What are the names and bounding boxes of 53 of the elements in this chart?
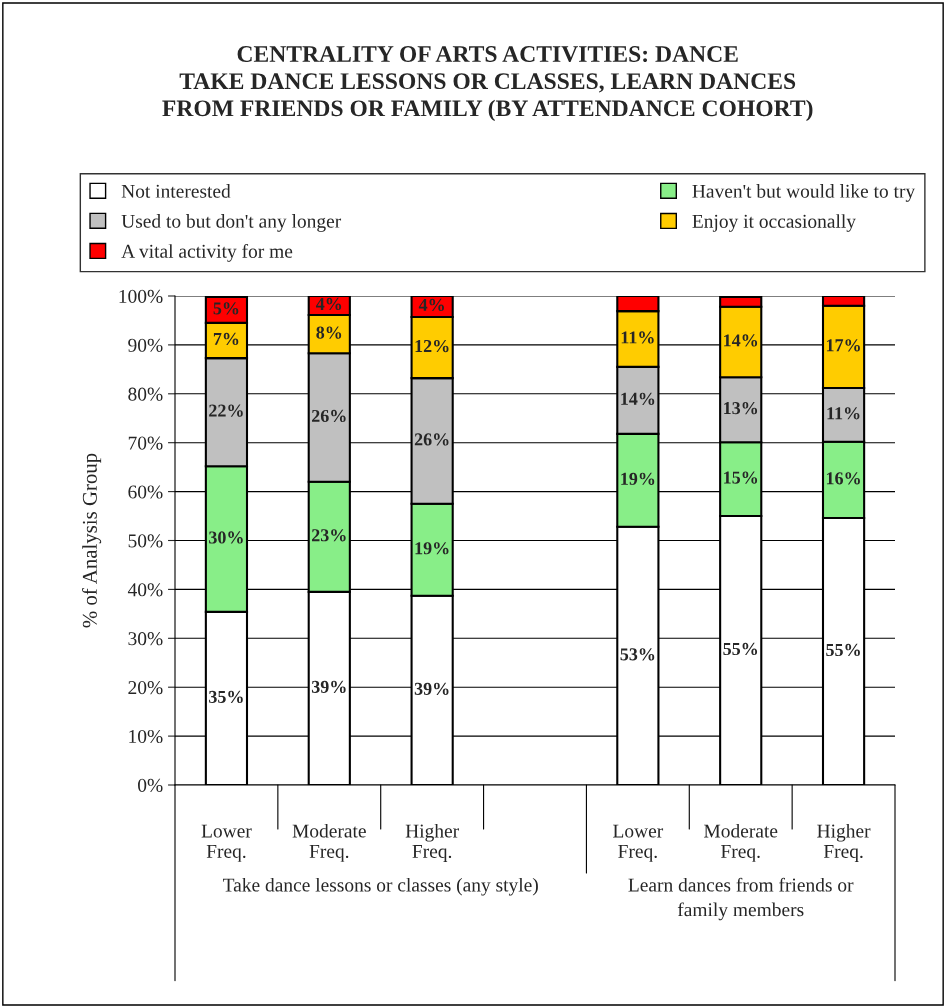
y-tick-label: 40%: [127, 583, 163, 597]
data-label: 14%: [724, 334, 758, 347]
data-label: 17%: [826, 339, 860, 352]
x-tick-label: Lower Freq.: [201, 824, 252, 862]
x-tick-label: Moderate Freq.: [704, 823, 778, 862]
data-label: 13%: [724, 402, 758, 415]
legend-label: Enjoy it occasionally: [692, 214, 856, 232]
data-label: 19%: [621, 472, 655, 485]
x-tick-label: Lower Freq.: [613, 824, 664, 862]
data-label: 26%: [414, 433, 449, 446]
y-tick-label: 20%: [128, 681, 163, 695]
data-label: 8%: [316, 326, 342, 339]
data-label: 55%: [826, 643, 860, 657]
text: Learn dances from friends or family members: [628, 877, 854, 921]
data-label: 26%: [311, 409, 346, 423]
data-label: 14%: [621, 392, 655, 405]
data-label: 22%: [209, 404, 243, 417]
data-label: 39%: [311, 680, 346, 693]
legend-label: Used to but don't any longer: [121, 214, 342, 232]
data-label: 30%: [209, 531, 243, 544]
data-label: 12%: [415, 339, 449, 353]
data-label: 35%: [209, 690, 243, 704]
data-label: 16%: [826, 472, 860, 485]
legend-label: Haven't but would like to try: [692, 184, 916, 202]
y-tick-label: 70%: [128, 436, 163, 450]
text: Take dance lessons or classes (any style): [223, 877, 538, 896]
x-tick-label: Higher Freq.: [817, 823, 871, 862]
data-label: 55%: [723, 642, 758, 656]
y-tick-label: 60%: [128, 485, 163, 499]
y-tick-label: 10%: [129, 729, 163, 744]
y-tick-label: 30%: [128, 632, 163, 646]
legend-label: Not interested: [121, 184, 231, 198]
y-axis-title: % of Analysis Group: [82, 453, 102, 628]
data-label: 23%: [311, 529, 346, 542]
data-label: 15%: [724, 471, 758, 484]
data-label: 7%: [213, 332, 239, 346]
y-tick-label: 90%: [128, 338, 163, 352]
x-tick-label: Higher Freq.: [405, 823, 459, 862]
y-tick-label: 100%: [119, 289, 163, 303]
chart-title: CENTRALITY OF ARTS ACTIVITIES: DANCE TAKE DANCE LESSONS OR CLASSES, LEARN DANCES FROM FRIENDS OR FAMILY (BY ATTENDANCE COHORT): [162, 46, 813, 122]
legend-label: A vital activity for me: [121, 243, 293, 262]
data-label: 19%: [415, 542, 449, 555]
x-tick-label: Moderate Freq.: [292, 823, 366, 862]
y-tick-label: 80%: [128, 387, 163, 401]
data-label: 5%: [213, 302, 239, 315]
data-label: 11%: [621, 331, 654, 344]
y-tick-label: 0%: [138, 778, 163, 792]
y-tick-label: 50%: [128, 534, 163, 548]
data-label: 53%: [620, 648, 655, 661]
data-label: 4%: [315, 297, 342, 311]
data-label: 11%: [827, 407, 860, 420]
data-label: 39%: [414, 682, 449, 695]
data-label: 4%: [418, 298, 444, 312]
